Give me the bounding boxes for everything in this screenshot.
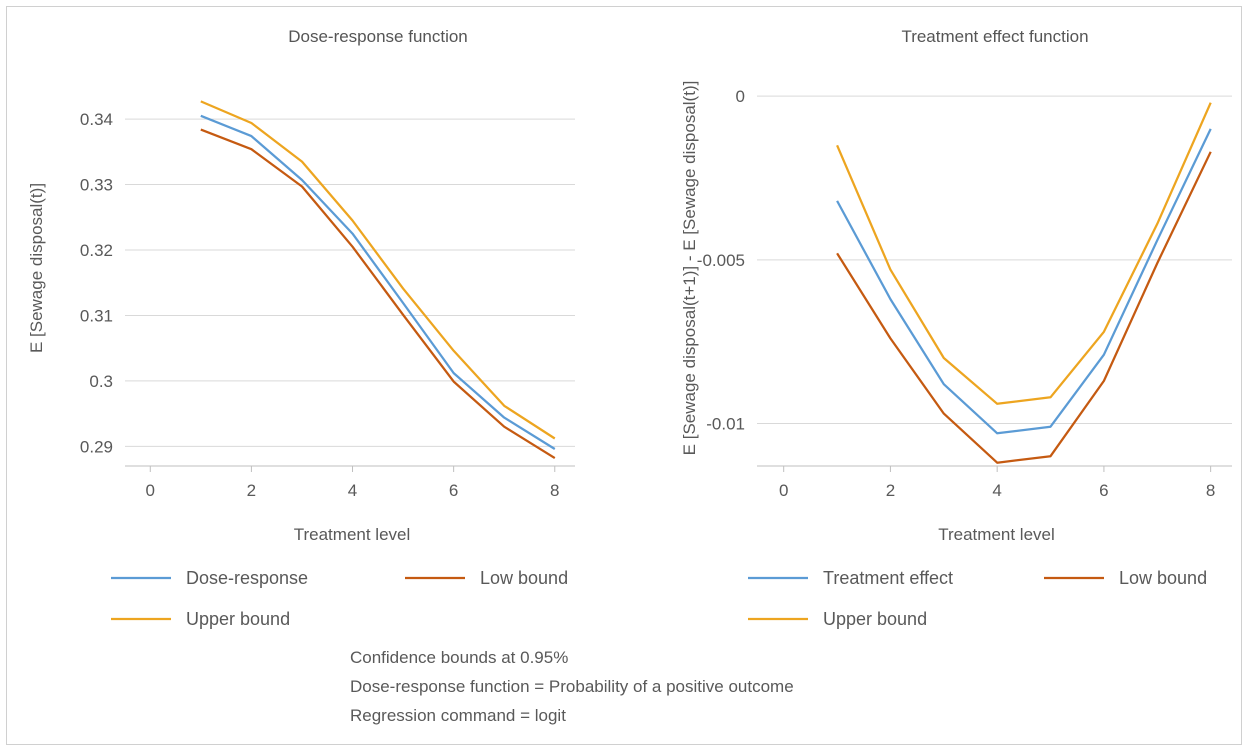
dose-response-x-axis-title: Treatment level <box>294 525 411 544</box>
dose-response-legend-label-2: Upper bound <box>186 609 290 629</box>
treatment-effect-x-tick-label: 8 <box>1206 481 1215 500</box>
treatment-effect-x-tick-label: 4 <box>992 481 1001 500</box>
treatment-effect-x-tick-label: 2 <box>886 481 895 500</box>
dose-response-y-tick-label: 0.34 <box>80 110 113 129</box>
treatment-effect-y-tick-label: 0 <box>736 87 745 106</box>
dose-response-x-tick-label: 4 <box>348 481 357 500</box>
dose-response-y-axis-title: E [Sewage disposal(t)] <box>27 183 46 353</box>
dose-response-y-tick-label: 0.31 <box>80 306 113 325</box>
dose-response-y-tick-label: 0.33 <box>80 176 113 195</box>
dose-response-title: Dose-response function <box>288 27 468 46</box>
note-confidence: Confidence bounds at 0.95% <box>350 648 569 667</box>
treatment-effect-legend-label-1: Low bound <box>1119 568 1207 588</box>
dose-response-x-tick-label: 0 <box>146 481 155 500</box>
treatment-effect-y-tick-label: -0.005 <box>697 251 745 270</box>
dose-response-y-tick-label: 0.32 <box>80 241 113 260</box>
treatment-effect-y-tick-label: -0.01 <box>706 414 745 433</box>
dose-response-y-tick-label: 0.3 <box>89 372 113 391</box>
treatment-effect-series-line-2 <box>836 102 1212 405</box>
treatment-effect-x-axis-title: Treatment level <box>938 525 1055 544</box>
dose-response-y-tick-label: 0.29 <box>80 437 113 456</box>
dose-response-x-tick-label: 8 <box>550 481 559 500</box>
dose-response-series-line-1 <box>200 128 556 460</box>
chart-frame <box>6 6 1242 745</box>
treatment-effect-series-line-1 <box>836 151 1212 464</box>
treatment-effect-legend-label-0: Treatment effect <box>823 568 953 588</box>
treatment-effect-series-line-0 <box>836 128 1212 435</box>
dose-response-series-line-2 <box>200 100 556 440</box>
dose-response-x-tick-label: 2 <box>247 481 256 500</box>
treatment-effect-y-axis-title: E [Sewage disposal(t+1)] - E [Sewage dis… <box>680 81 699 456</box>
treatment-effect-title: Treatment effect function <box>901 27 1088 46</box>
note-dose-response: Dose-response function = Probability of … <box>350 677 794 696</box>
treatment-effect-x-tick-label: 0 <box>779 481 788 500</box>
treatment-effect-x-tick-label: 6 <box>1099 481 1108 500</box>
dose-response-series-line-0 <box>200 114 556 450</box>
treatment-effect-legend-label-2: Upper bound <box>823 609 927 629</box>
note-regression: Regression command = logit <box>350 706 566 725</box>
dose-response-legend-label-1: Low bound <box>480 568 568 588</box>
dose-response-x-tick-label: 6 <box>449 481 458 500</box>
dose-response-legend-label-0: Dose-response <box>186 568 308 588</box>
